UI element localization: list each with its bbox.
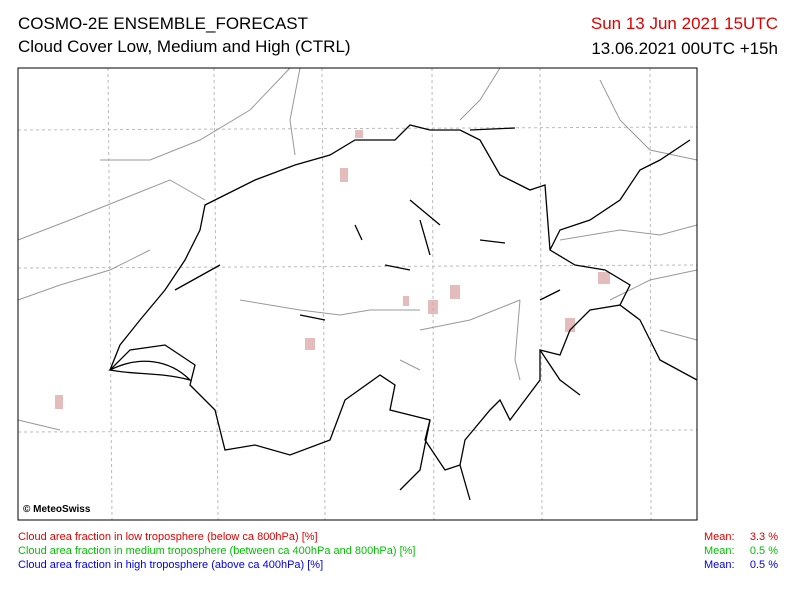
run-time: 13.06.2021 00UTC +15h: [591, 39, 778, 58]
mean-value: 3.3 %: [749, 531, 778, 543]
mean-value: 0.5 %: [749, 545, 778, 557]
legend-label: Cloud area fraction in medium tropospher…: [18, 545, 416, 557]
graticule: [17, 67, 698, 521]
mean-label: Mean:: [704, 559, 735, 571]
mean-value: 0.5 %: [749, 559, 778, 571]
mean-label: Mean:: [704, 531, 735, 543]
regional-borders: [17, 67, 698, 431]
copyright: © MeteoSwiss: [23, 504, 91, 515]
legend-label: Cloud area fraction in low troposphere (…: [18, 531, 318, 543]
mean-label: Mean:: [704, 545, 735, 557]
subtitle: Cloud Cover Low, Medium and High (CTRL): [18, 37, 351, 56]
cloud-patches: [55, 130, 610, 409]
legend-label: Cloud area fraction in high troposphere …: [18, 559, 324, 571]
map-frame: [17, 67, 698, 521]
valid-time: Sun 13 Jun 2021 15UTC: [590, 14, 778, 33]
country-borders: [108, 124, 698, 501]
title: COSMO-2E ENSEMBLE_FORECAST: [18, 14, 309, 33]
